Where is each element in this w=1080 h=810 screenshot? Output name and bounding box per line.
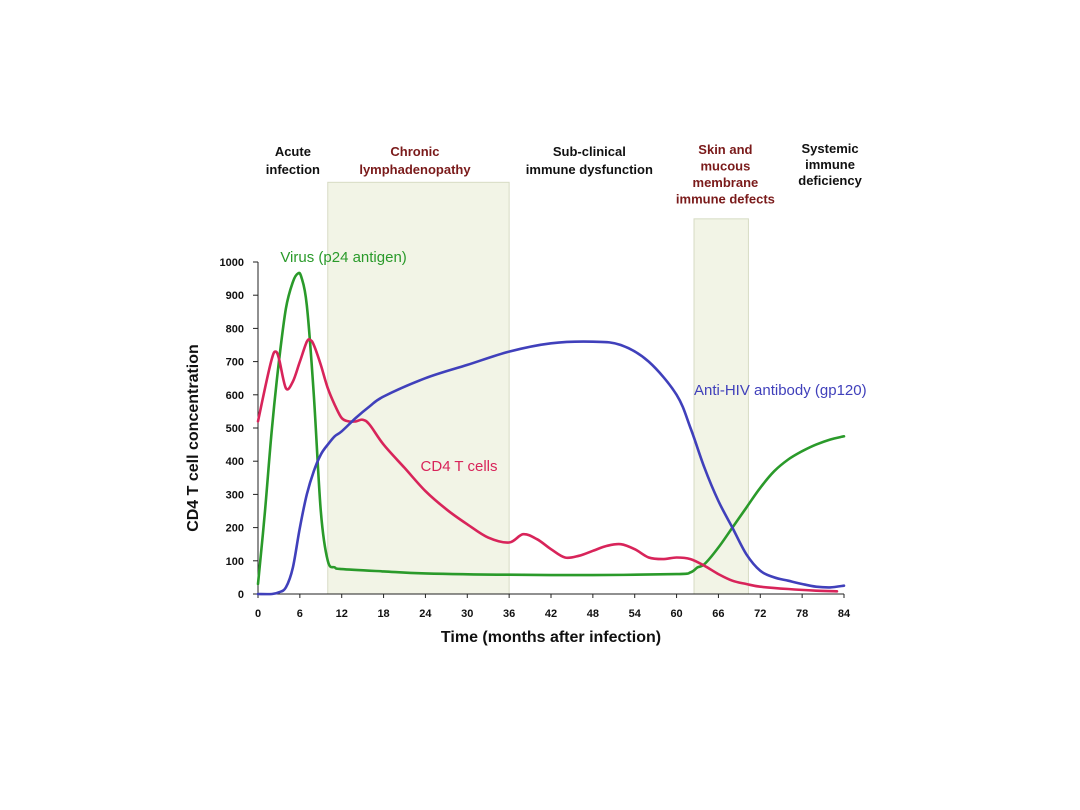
series-line-anti-hiv-antibody-gp120 [256,340,846,596]
x-tick-label: 6 [297,608,303,620]
phase-label-line: immune dysfunction [526,162,653,177]
phase-label-line: membrane [693,175,759,190]
y-tick-label: 100 [226,556,244,568]
phase-label-line: Chronic [390,144,439,159]
y-tick-label: 400 [226,456,244,468]
series-label-virus-p24-antigen: Virus (p24 antigen) [280,249,406,266]
y-tick-label: 300 [226,489,244,501]
phase-label-line: infection [266,162,320,177]
phase-label-sub-clinical: Sub-clinical immune dysfunction [526,144,653,177]
x-tick-label: 42 [545,608,557,620]
y-tick-label: 500 [226,423,244,435]
x-tick-label: 72 [754,608,766,620]
x-tick-label: 54 [629,608,642,620]
x-tick-label: 0 [255,608,261,620]
series-label-cd4-t-cells: CD4 T cells [421,458,498,475]
x-tick-label: 48 [587,608,599,620]
x-tick-label: 78 [796,608,808,620]
phase-label-line: mucous [700,159,750,174]
y-tick-label: 800 [226,323,244,335]
series-line-cd4-t-cells [256,338,839,593]
x-tick-label: 66 [712,608,724,620]
x-tick-label: 60 [670,608,682,620]
y-axis-title: CD4 T cell concentration [185,344,202,532]
series-label-anti-hiv-antibody-gp120: Anti-HIV antibody (gp120) [694,382,867,399]
phase-label-line: Systemic [802,141,859,156]
x-tick-label: 12 [336,608,348,620]
x-tick-label: 36 [503,608,515,620]
y-tick-label: 900 [226,290,244,302]
axes: 0 100 200 300 400 500 600 700 800 900 1000 0 6 12 18 24… [220,257,851,620]
x-tick-label: 18 [377,608,389,620]
x-tick-label: 24 [419,608,432,620]
phase-label-acute: Acute infection [266,144,320,177]
phase-label-line: Sub-clinical [553,144,626,159]
series-lines [256,271,846,596]
series-line-virus-p24-antigen [256,271,846,586]
shaded-region-2 [693,218,749,595]
phase-label-line: Acute [275,144,311,159]
phase-label-line: immune [805,157,855,172]
y-tick-label: 600 [226,390,244,402]
phase-label-line: deficiency [798,173,862,188]
phase-label-skin-and: Skin and mucous membrane immune defects [676,142,775,207]
series-labels: Virus (p24 antigen) CD4 T cells Anti-HIV a… [280,249,866,475]
y-tick-label: 0 [238,589,244,601]
y-tick-label: 200 [226,523,244,535]
x-axis-title: Time (months after infection) [441,629,661,646]
x-tick-label: 30 [461,608,473,620]
phase-label-line: immune defects [676,192,775,207]
x-tick-label: 84 [838,608,851,620]
phase-label-chronic: Chronic lymphadenopathy [359,144,471,177]
phase-shading [327,181,749,595]
y-tick-label: 1000 [220,257,244,269]
shaded-region-1 [327,181,510,595]
phase-label-line: Skin and [698,142,752,157]
phase-labels: Acute infection Chronic lymphadenopathy Sub-… [266,141,863,207]
phase-label-line: lymphadenopathy [359,162,471,177]
phase-label-systemic: Systemic immune deficiency [798,141,862,188]
y-tick-label: 700 [226,357,244,369]
